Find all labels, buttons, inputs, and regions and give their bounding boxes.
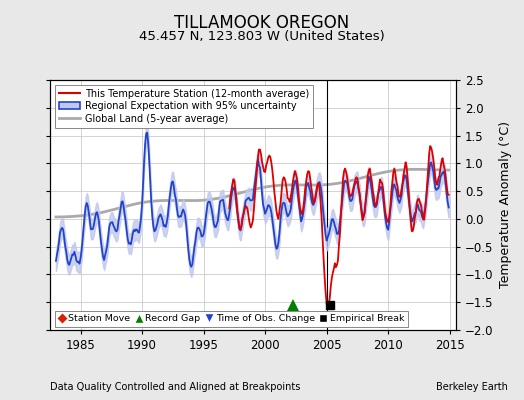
Text: Data Quality Controlled and Aligned at Breakpoints: Data Quality Controlled and Aligned at B…	[50, 382, 300, 392]
Y-axis label: Temperature Anomaly (°C): Temperature Anomaly (°C)	[499, 122, 512, 288]
Text: TILLAMOOK OREGON: TILLAMOOK OREGON	[174, 14, 350, 32]
Text: Berkeley Earth: Berkeley Earth	[436, 382, 508, 392]
Text: 45.457 N, 123.803 W (United States): 45.457 N, 123.803 W (United States)	[139, 30, 385, 43]
Legend: Station Move, Record Gap, Time of Obs. Change, Empirical Break: Station Move, Record Gap, Time of Obs. C…	[54, 311, 408, 326]
